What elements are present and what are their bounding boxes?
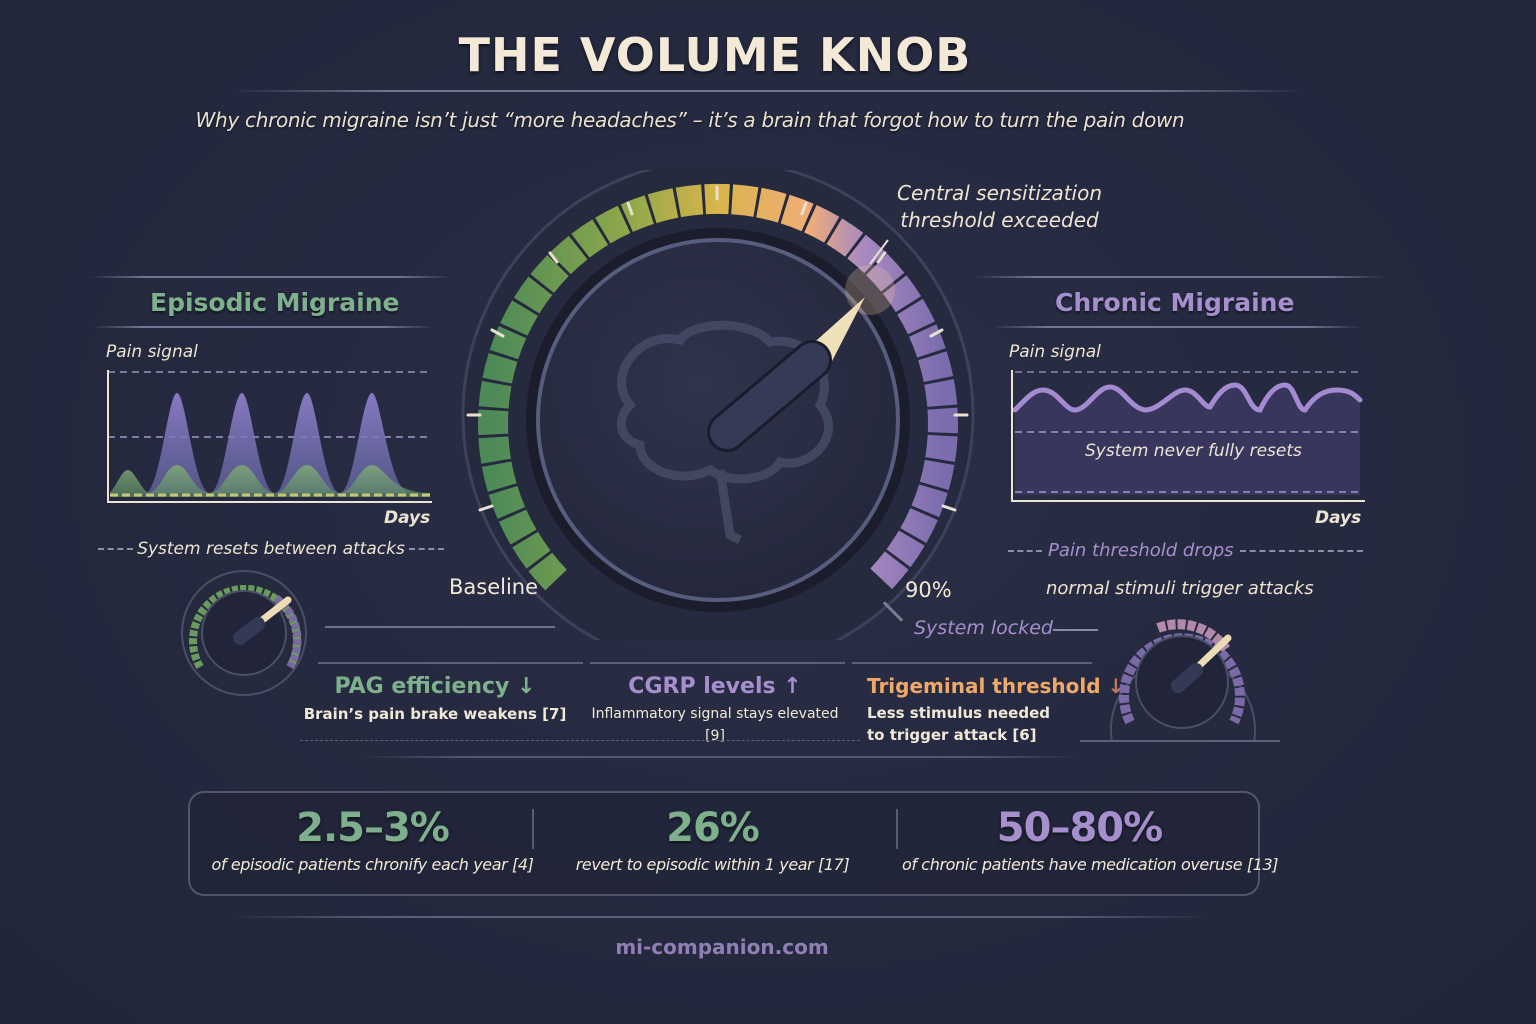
episodic-title: Episodic Migraine (150, 288, 400, 317)
metric-pag: PAG efficiency ↓ Brain’s pain brake weak… (300, 674, 570, 725)
chronic-title: Chronic Migraine (1055, 288, 1295, 317)
metric-pag-desc: Brain’s pain brake weakens [7] (303, 705, 567, 723)
chronic-pain-chart (1011, 370, 1365, 502)
chronic-note-row: Pain threshold drops (1008, 540, 1363, 561)
metric-cgrp: CGRP levels ↑ Inflammatory signal stays … (585, 674, 845, 747)
chronic-note: Pain threshold drops (1048, 540, 1234, 561)
main-volume-knob (461, 170, 975, 640)
stat-overuse: 50–80% of chronic patients have medicati… (902, 793, 1279, 874)
arrow-up-icon: ↑ (783, 674, 802, 699)
chronic-mini-gauge (1110, 619, 1256, 743)
metric-cgrp-title: CGRP levels (628, 674, 776, 699)
metric-divider-left (318, 662, 583, 664)
episodic-note-row: System resets between attacks (98, 539, 444, 559)
metric-divider-mid (590, 662, 845, 664)
metric-pag-title: PAG efficiency (334, 674, 510, 699)
knob-min-label: Baseline (449, 575, 539, 599)
metrics-dashed-divider (300, 740, 860, 741)
arrow-down-icon: ↓ (517, 674, 536, 699)
chronic-x-label: Days (1315, 508, 1362, 528)
episodic-top-divider (90, 276, 452, 278)
chronic-title-divider (992, 326, 1362, 328)
footer-divider (230, 916, 1210, 918)
dash-left (1008, 549, 1042, 552)
annotation-line-2: threshold exceeded (900, 208, 1099, 232)
stats-panel: 2.5–3% of episodic patients chronify eac… (188, 791, 1279, 896)
metrics-bottom-rule (360, 756, 1080, 758)
stat-desc: of episodic patients chronify each year … (211, 855, 534, 874)
annotation-line-1: Central sensitization (897, 181, 1103, 205)
stat-value: 50–80% (996, 805, 1163, 851)
dash-right (1239, 549, 1363, 552)
stat-separator (532, 809, 534, 849)
metric-divider-right (852, 662, 1092, 664)
stat-desc: of chronic patients have medication over… (902, 855, 1279, 874)
metric-trigeminal: Trigeminal threshold ↓ Less stimulus nee… (867, 674, 1124, 746)
page-subtitle: Why chronic migraine isn’t just “more he… (195, 108, 1185, 132)
episodic-title-divider (92, 326, 434, 328)
stat-revert: 26% revert to episodic within 1 year [17… (555, 793, 870, 874)
stat-value: 2.5–3% (296, 805, 450, 851)
stat-separator (896, 809, 898, 849)
dash-left (98, 548, 134, 550)
arrow-down-icon: ↓ (1107, 674, 1125, 698)
metric-trigeminal-desc: Less stimulus needed to trigger attack [… (867, 704, 1051, 744)
stat-desc: revert to episodic within 1 year [17] (575, 855, 850, 874)
connector-left (325, 626, 555, 628)
title-divider (230, 90, 1305, 92)
footer-site-link[interactable]: mi-companion.com (615, 935, 829, 959)
system-locked-label: System locked (914, 617, 1053, 639)
metrics-row: PAG efficiency ↓ Brain’s pain brake weak… (300, 674, 1125, 747)
chronic-chart-note: System never fully resets (1085, 441, 1302, 461)
metric-trigeminal-title: Trigeminal threshold (867, 674, 1101, 698)
brain-icon (616, 320, 833, 545)
episodic-pain-chart (107, 370, 432, 503)
central-sensitization-annotation: Central sensitization threshold exceeded (897, 180, 1102, 234)
stat-value: 26% (666, 805, 760, 851)
episodic-y-label: Pain signal (106, 342, 198, 362)
chronic-y-label: Pain signal (1009, 342, 1101, 362)
chronic-note-2: normal stimuli trigger attacks (1046, 578, 1314, 599)
episodic-x-label: Days (384, 508, 431, 528)
locked-line (1053, 629, 1098, 631)
stat-chronify: 2.5–3% of episodic patients chronify eac… (210, 793, 535, 874)
chronic-gauge-base (1080, 740, 1280, 742)
chronic-top-divider (975, 276, 1385, 278)
episodic-mini-gauge (181, 570, 307, 696)
page-title: THE VOLUME KNOB (458, 28, 972, 82)
dash-right (408, 548, 444, 550)
knob-max-label: 90% (905, 578, 952, 602)
episodic-note: System resets between attacks (137, 539, 405, 559)
